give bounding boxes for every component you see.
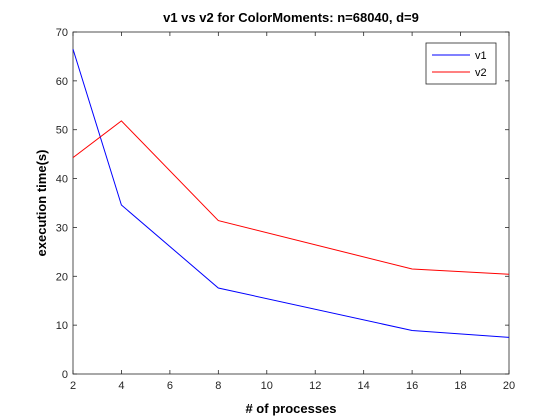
- x-tick-label: 10: [261, 380, 273, 392]
- chart-title: v1 vs v2 for ColorMoments: n=68040, d=9: [163, 10, 419, 25]
- x-tick-label: 8: [215, 380, 221, 392]
- x-axis-label: # of processes: [245, 401, 336, 416]
- y-tick-label: 0: [62, 369, 68, 381]
- y-axis-ticks: 0 10 20 30 40 50 60 70: [56, 27, 509, 381]
- x-tick-label: 4: [118, 380, 124, 392]
- y-tick-label: 30: [56, 222, 68, 234]
- x-tick-label: 14: [358, 380, 370, 392]
- legend-box: [425, 42, 497, 85]
- y-tick-label: 40: [56, 174, 68, 186]
- y-tick-label: 20: [56, 271, 68, 283]
- x-tick-label: 20: [503, 380, 515, 392]
- y-tick-label: 70: [56, 27, 68, 39]
- y-axis-label: execution time(s): [34, 150, 49, 257]
- x-tick-label: 18: [454, 380, 466, 392]
- x-tick-label: 6: [167, 380, 173, 392]
- legend-label-v2: v2: [475, 67, 487, 79]
- series-line-v1: [72, 48, 510, 338]
- y-tick-label: 60: [56, 76, 68, 88]
- series-line-v2: [72, 120, 510, 275]
- plot-area: [72, 31, 510, 375]
- x-tick-label: 16: [406, 380, 418, 392]
- y-tick-label: 50: [56, 125, 68, 137]
- series-lines: [72, 48, 510, 338]
- legend: v1 v2: [425, 42, 497, 85]
- legend-label-v1: v1: [475, 50, 487, 62]
- x-axis-ticks: 2 4 6 8 10 12 14 16 18 20: [70, 32, 515, 392]
- x-tick-label: 2: [70, 380, 76, 392]
- y-tick-label: 10: [56, 320, 68, 332]
- x-tick-label: 12: [309, 380, 321, 392]
